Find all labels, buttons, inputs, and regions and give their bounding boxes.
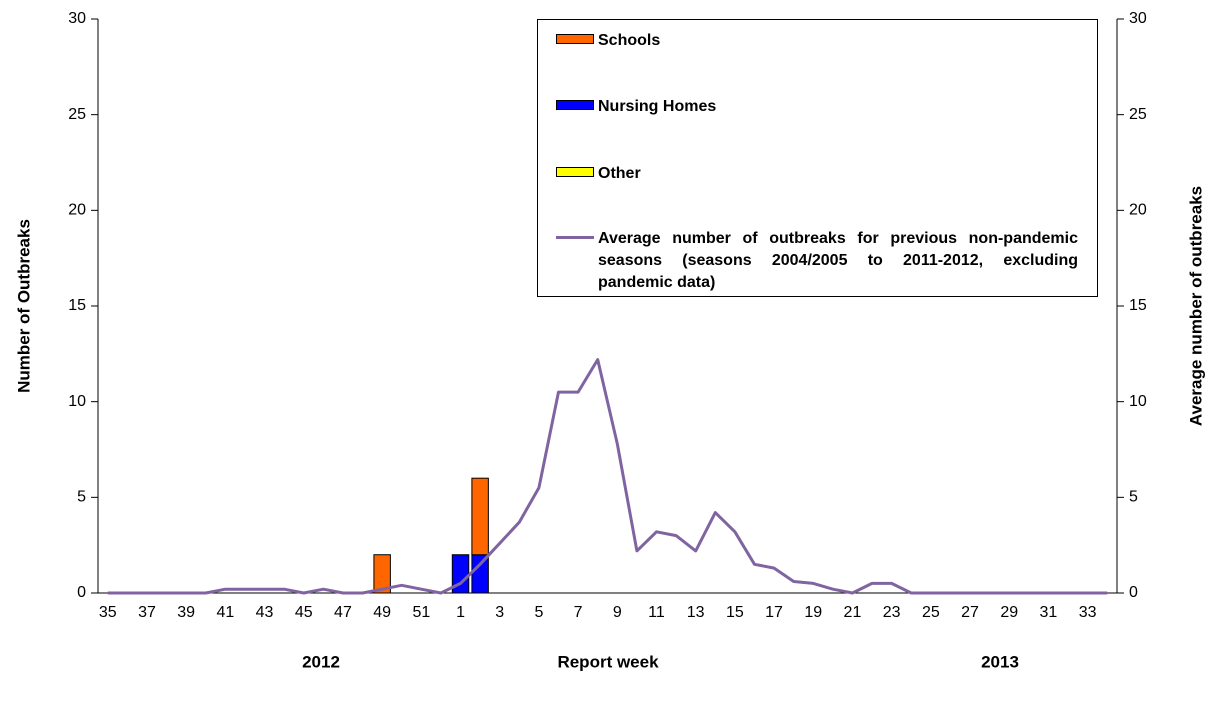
legend-label: Schools xyxy=(598,32,661,49)
y-tick-label: 20 xyxy=(68,202,86,219)
x-tick-label: 27 xyxy=(961,604,979,621)
legend-label: Average number of outbreaks for previous… xyxy=(598,230,1078,291)
legend-swatch xyxy=(556,34,594,44)
x-tick-label: 49 xyxy=(373,604,391,621)
legend-entry: Nursing Homes xyxy=(556,96,1078,118)
y2-tick-label: 5 xyxy=(1129,489,1138,506)
x-tick-label: 37 xyxy=(138,604,156,621)
x-tick-label: 45 xyxy=(295,604,313,621)
legend-swatch xyxy=(556,236,594,239)
x-tick-label: 21 xyxy=(844,604,862,621)
x-tick-label: 7 xyxy=(574,604,583,621)
x-tick-label: 41 xyxy=(216,604,234,621)
x-tick-label: 31 xyxy=(1040,604,1058,621)
y2-tick-label: 30 xyxy=(1129,10,1147,27)
x-tick-label: 33 xyxy=(1079,604,1097,621)
x-tick-label: 47 xyxy=(334,604,352,621)
y-tick-label: 10 xyxy=(68,393,86,410)
x-tick-label: 25 xyxy=(922,604,940,621)
x-tick-label: 51 xyxy=(412,604,430,621)
y2-tick-label: 20 xyxy=(1129,202,1147,219)
y-tick-label: 5 xyxy=(77,489,86,506)
x-tick-label: 11 xyxy=(648,604,665,621)
x-tick-label: 19 xyxy=(804,604,822,621)
line-series xyxy=(107,358,1108,595)
x-tick-label: 43 xyxy=(256,604,274,621)
y2-axis-title: Average number of outbreaks xyxy=(1186,186,1205,426)
y-tick-label: 15 xyxy=(68,297,86,314)
x-tick-label: 23 xyxy=(883,604,901,621)
x-tick-label: 17 xyxy=(765,604,783,621)
y-axis-title: Number of Outbreaks xyxy=(14,219,33,393)
x-tick-label: 9 xyxy=(613,604,622,621)
year-label: 2013 xyxy=(981,652,1019,671)
y2-tick-label: 25 xyxy=(1129,106,1147,123)
x-tick-label: 15 xyxy=(726,604,744,621)
x-tick-label: 29 xyxy=(1000,604,1018,621)
bar xyxy=(471,554,489,594)
legend-entry: Schools xyxy=(556,30,1078,52)
y2-tick-label: 15 xyxy=(1129,297,1147,314)
legend-label: Other xyxy=(598,165,641,182)
x-tick-label: 35 xyxy=(99,604,117,621)
bar xyxy=(471,477,489,556)
y-tick-label: 25 xyxy=(68,106,86,123)
legend: Schools Nursing Homes Other Average number … xyxy=(537,19,1098,297)
x-tick-label: 39 xyxy=(177,604,195,621)
bar xyxy=(373,554,391,594)
y2-tick-label: 0 xyxy=(1129,584,1138,601)
y-tick-label: 30 xyxy=(68,10,86,27)
legend-entry: Other xyxy=(556,163,1078,185)
y2-tick-label: 10 xyxy=(1129,393,1147,410)
y-tick-label: 0 xyxy=(77,584,86,601)
legend-swatch xyxy=(556,167,594,177)
legend-label: Nursing Homes xyxy=(598,98,717,115)
x-axis-title: Report week xyxy=(557,652,659,671)
legend-entry: Average number of outbreaks for previous… xyxy=(556,228,1078,294)
x-tick-label: 13 xyxy=(687,604,705,621)
x-tick-label: 1 xyxy=(456,604,465,621)
legend-swatch xyxy=(556,100,594,110)
year-label: 2012 xyxy=(302,652,340,671)
x-tick-label: 3 xyxy=(495,604,504,621)
x-tick-label: 5 xyxy=(534,604,543,621)
